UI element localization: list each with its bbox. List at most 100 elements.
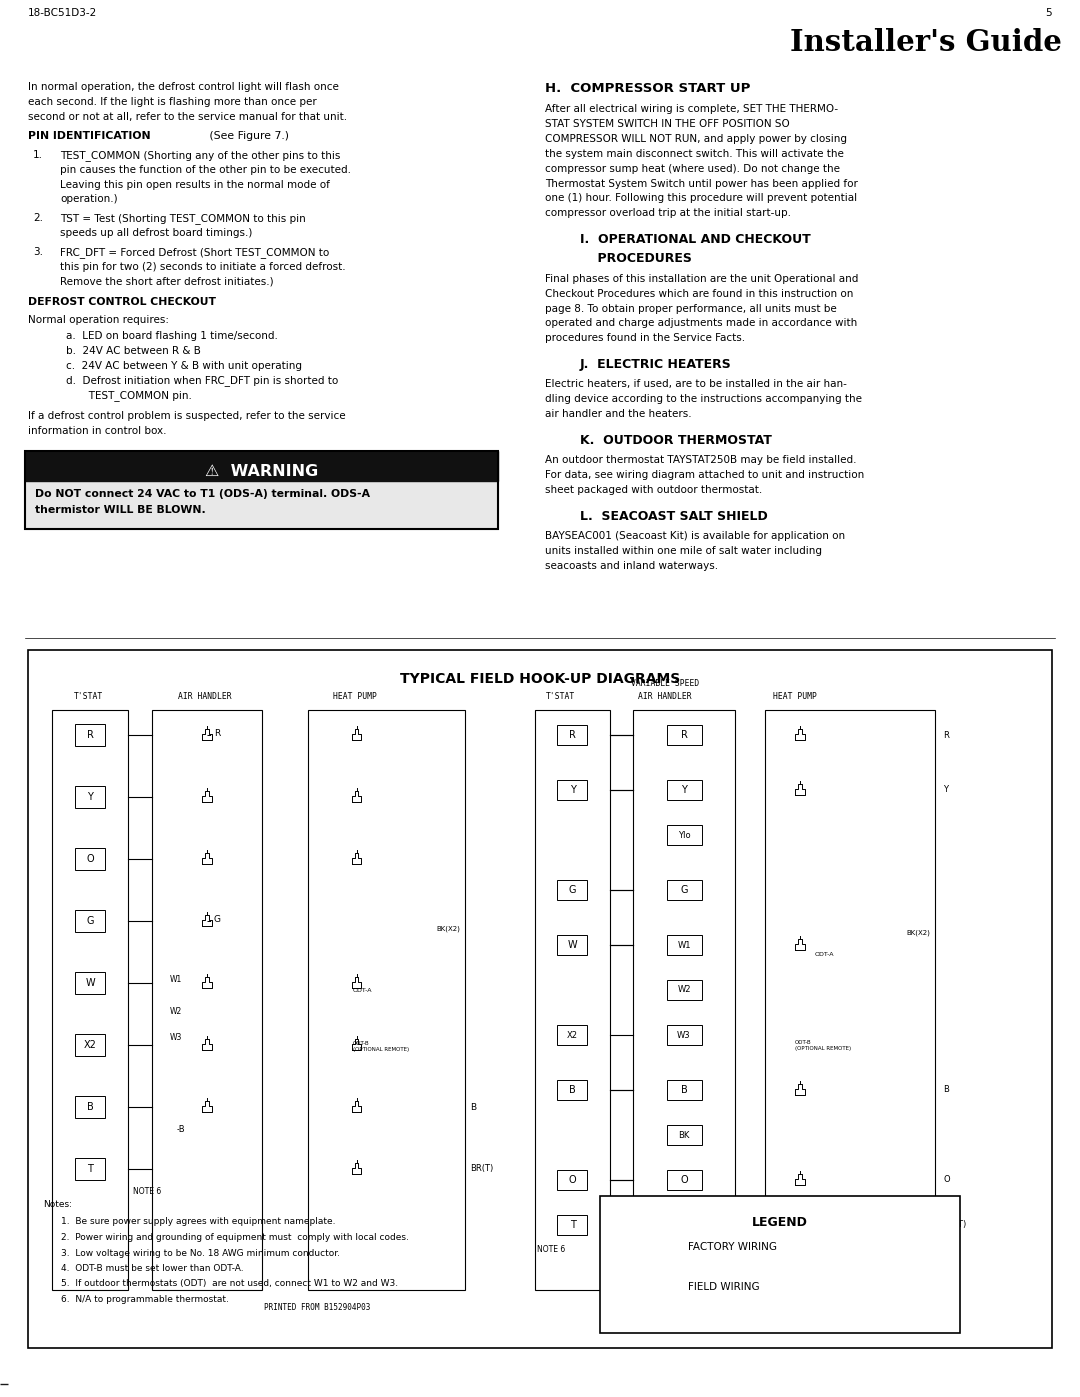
- Bar: [557, 1171, 588, 1190]
- Bar: [557, 1025, 588, 1045]
- Bar: [666, 780, 702, 800]
- Text: T: T: [87, 1164, 93, 1173]
- Text: 5: 5: [1045, 8, 1052, 18]
- Text: For data, see wiring diagram attached to unit and instruction: For data, see wiring diagram attached to…: [545, 471, 864, 481]
- Text: VARIABLE SPEED: VARIABLE SPEED: [631, 679, 699, 687]
- Text: LEGEND: LEGEND: [752, 1215, 808, 1229]
- Bar: [52, 710, 129, 1289]
- Text: T: T: [681, 1220, 687, 1229]
- Bar: [75, 848, 105, 870]
- Text: BK(X2): BK(X2): [436, 925, 460, 932]
- Text: NOTE 6: NOTE 6: [537, 1245, 565, 1255]
- Text: 18-BC51D3-2: 18-BC51D3-2: [28, 8, 97, 18]
- Bar: [666, 1125, 702, 1146]
- Bar: [666, 880, 702, 900]
- Bar: [557, 880, 588, 900]
- Text: operation.): operation.): [60, 194, 118, 204]
- Text: L.  SEACOAST SALT SHIELD: L. SEACOAST SALT SHIELD: [580, 510, 768, 522]
- Text: Notes:: Notes:: [43, 1200, 72, 1208]
- Text: Leaving this pin open results in the normal mode of: Leaving this pin open results in the nor…: [60, 179, 329, 190]
- Text: 5.  If outdoor thermostats (ODT)  are not used, connect W1 to W2 and W3.: 5. If outdoor thermostats (ODT) are not …: [60, 1280, 399, 1288]
- Text: this pin for two (2) seconds to initiate a forced defrost.: this pin for two (2) seconds to initiate…: [60, 261, 346, 271]
- Text: b.  24V AC between R & B: b. 24V AC between R & B: [66, 346, 201, 356]
- Bar: [666, 981, 702, 1000]
- Text: HEAT PUMP: HEAT PUMP: [773, 692, 816, 701]
- Text: ODT-A: ODT-A: [353, 989, 373, 993]
- Text: J.  ELECTRIC HEATERS: J. ELECTRIC HEATERS: [580, 358, 732, 370]
- Text: PRINTED FROM B152934P03: PRINTED FROM B152934P03: [768, 1303, 875, 1312]
- Text: B: B: [470, 1102, 476, 1112]
- Text: W2: W2: [170, 1006, 183, 1016]
- Text: page 8. To obtain proper performance, all units must be: page 8. To obtain proper performance, al…: [545, 303, 837, 313]
- Text: Installer's Guide: Installer's Guide: [791, 28, 1062, 56]
- Bar: [666, 1025, 702, 1045]
- Text: X2: X2: [567, 1031, 578, 1039]
- Text: BK(X2): BK(X2): [906, 930, 930, 936]
- Text: Remove the short after defrost initiates.): Remove the short after defrost initiates…: [60, 277, 273, 286]
- Text: O: O: [86, 854, 94, 863]
- Text: W2: W2: [677, 985, 691, 995]
- Text: Electric heaters, if used, are to be installed in the air han-: Electric heaters, if used, are to be ins…: [545, 380, 847, 390]
- Text: DEFROST CONTROL CHECKOUT: DEFROST CONTROL CHECKOUT: [28, 298, 216, 307]
- Text: (See Figure 7.): (See Figure 7.): [206, 131, 289, 141]
- Text: STAT SYSTEM SWITCH IN THE OFF POSITION SO: STAT SYSTEM SWITCH IN THE OFF POSITION S…: [545, 119, 789, 130]
- Text: B: B: [569, 1085, 576, 1095]
- Text: R: R: [86, 731, 94, 740]
- Text: NOTE 6: NOTE 6: [133, 1187, 161, 1196]
- Text: each second. If the light is flashing more than once per: each second. If the light is flashing mo…: [28, 96, 316, 106]
- Bar: [600, 1196, 960, 1333]
- Bar: [557, 725, 588, 745]
- Text: the system main disconnect switch. This will activate the: the system main disconnect switch. This …: [545, 149, 843, 159]
- Text: units installed within one mile of salt water including: units installed within one mile of salt …: [545, 546, 822, 556]
- Text: AIR HANDLER: AIR HANDLER: [638, 692, 692, 701]
- Text: K.  OUTDOOR THERMOSTAT: K. OUTDOOR THERMOSTAT: [580, 434, 772, 447]
- Bar: [765, 710, 935, 1289]
- Text: T: T: [569, 1220, 576, 1229]
- Text: Do NOT connect 24 VAC to T1 (ODS-A) terminal. ODS-A: Do NOT connect 24 VAC to T1 (ODS-A) term…: [35, 489, 370, 499]
- Bar: [75, 972, 105, 995]
- Text: ODT-A: ODT-A: [815, 953, 835, 957]
- Text: compressor sump heat (where used). Do not change the: compressor sump heat (where used). Do no…: [545, 163, 840, 173]
- Text: FIELD WIRING: FIELD WIRING: [688, 1282, 759, 1292]
- Text: ODT-B
(OPTIONAL REMOTE): ODT-B (OPTIONAL REMOTE): [353, 1041, 409, 1052]
- Text: 4.  ODT-B must be set lower than ODT-A.: 4. ODT-B must be set lower than ODT-A.: [60, 1264, 244, 1273]
- Text: operated and charge adjustments made in accordance with: operated and charge adjustments made in …: [545, 319, 858, 328]
- Text: 2.: 2.: [33, 214, 43, 224]
- Bar: [25, 481, 498, 528]
- Bar: [535, 710, 610, 1289]
- Text: Normal operation requires:: Normal operation requires:: [28, 314, 168, 324]
- Bar: [557, 935, 588, 956]
- Text: After all electrical wiring is complete, SET THE THERMO-: After all electrical wiring is complete,…: [545, 105, 838, 115]
- Text: ⚠  WARNING: ⚠ WARNING: [205, 464, 319, 479]
- Text: second or not at all, refer to the service manual for that unit.: second or not at all, refer to the servi…: [28, 112, 347, 122]
- Text: ODT-B
(OPTIONAL REMOTE): ODT-B (OPTIONAL REMOTE): [795, 1039, 851, 1051]
- Bar: [557, 1080, 588, 1099]
- Text: 3.: 3.: [33, 247, 43, 257]
- Text: O: O: [943, 1175, 949, 1185]
- Text: G: G: [214, 915, 221, 923]
- Text: d.  Defrost initiation when FRC_DFT pin is shorted to: d. Defrost initiation when FRC_DFT pin i…: [66, 376, 338, 387]
- Text: W: W: [85, 978, 95, 988]
- Bar: [25, 451, 498, 481]
- Bar: [666, 826, 702, 845]
- Text: c.  24V AC between Y & B with unit operating: c. 24V AC between Y & B with unit operat…: [66, 360, 302, 370]
- Bar: [25, 451, 498, 528]
- Text: R: R: [680, 731, 688, 740]
- Text: W1: W1: [677, 940, 691, 950]
- Text: B: B: [86, 1102, 93, 1112]
- Bar: [666, 725, 702, 745]
- Bar: [666, 1171, 702, 1190]
- Text: G: G: [86, 916, 94, 926]
- Text: TYPICAL FIELD HOOK-UP DIAGRAMS: TYPICAL FIELD HOOK-UP DIAGRAMS: [400, 672, 680, 686]
- Text: PRINTED FROM B152904P03: PRINTED FROM B152904P03: [264, 1303, 370, 1312]
- Bar: [557, 1215, 588, 1235]
- Text: G: G: [680, 886, 688, 895]
- Text: sheet packaged with outdoor thermostat.: sheet packaged with outdoor thermostat.: [545, 485, 762, 495]
- Text: thermistor WILL BE BLOWN.: thermistor WILL BE BLOWN.: [35, 506, 206, 515]
- Text: compressor overload trip at the initial start-up.: compressor overload trip at the initial …: [545, 208, 791, 218]
- Text: X2: X2: [83, 1039, 96, 1051]
- Text: I.  OPERATIONAL AND CHECKOUT: I. OPERATIONAL AND CHECKOUT: [580, 233, 811, 246]
- Text: FACTORY WIRING: FACTORY WIRING: [688, 1242, 777, 1252]
- Bar: [75, 724, 105, 746]
- Text: 6.  N/A to programmable thermostat.: 6. N/A to programmable thermostat.: [60, 1295, 229, 1303]
